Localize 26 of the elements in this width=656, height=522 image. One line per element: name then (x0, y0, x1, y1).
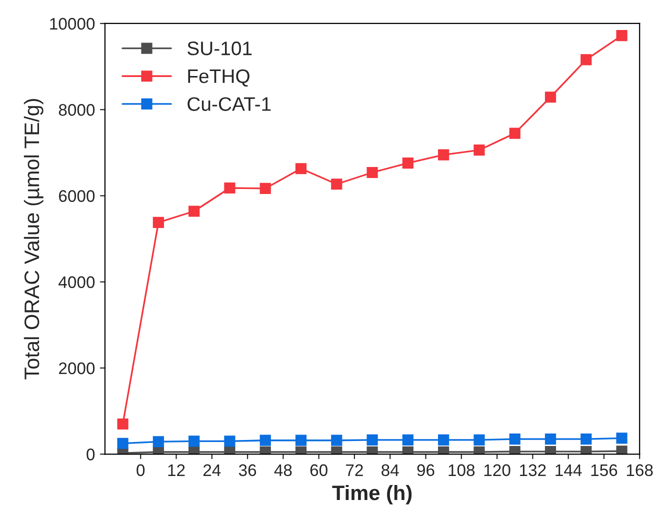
x-tick-label: 132 (520, 464, 546, 476)
x-tick-label: 48 (274, 464, 292, 476)
y-tick-label: 4000 (58, 276, 95, 288)
x-tick-label: 144 (556, 464, 582, 476)
x-tick-label: 108 (448, 464, 475, 476)
legend-label: Cu-CAT-1 (188, 97, 271, 111)
y-tick-label: 10000 (50, 18, 95, 30)
x-tick-label: 12 (168, 464, 185, 476)
y-tick-label: 6000 (59, 190, 95, 202)
y-tick-label: 0 (86, 448, 95, 460)
y-axis-title: Total ORAC Value (µmol TE/g) (24, 99, 44, 380)
x-tick-label: 24 (203, 464, 221, 476)
x-tick-label: 72 (346, 464, 363, 476)
legend-label: FeTHQ (188, 69, 250, 87)
x-tick-label: 0 (136, 464, 145, 476)
x-tick-label: 36 (238, 464, 256, 476)
x-tick-label: 120 (484, 464, 510, 476)
x-tick-label: 84 (382, 464, 399, 476)
x-axis-title: Time (h) (332, 484, 412, 504)
legend-label: SU-101 (188, 42, 252, 56)
x-tick-label: 96 (417, 464, 434, 476)
y-tick-label: 2000 (59, 362, 95, 374)
x-tick-label: 156 (591, 464, 618, 476)
x-tick-label: 168 (626, 464, 653, 476)
x-tick-label: 60 (310, 464, 328, 476)
y-tick-label: 8000 (58, 104, 95, 116)
